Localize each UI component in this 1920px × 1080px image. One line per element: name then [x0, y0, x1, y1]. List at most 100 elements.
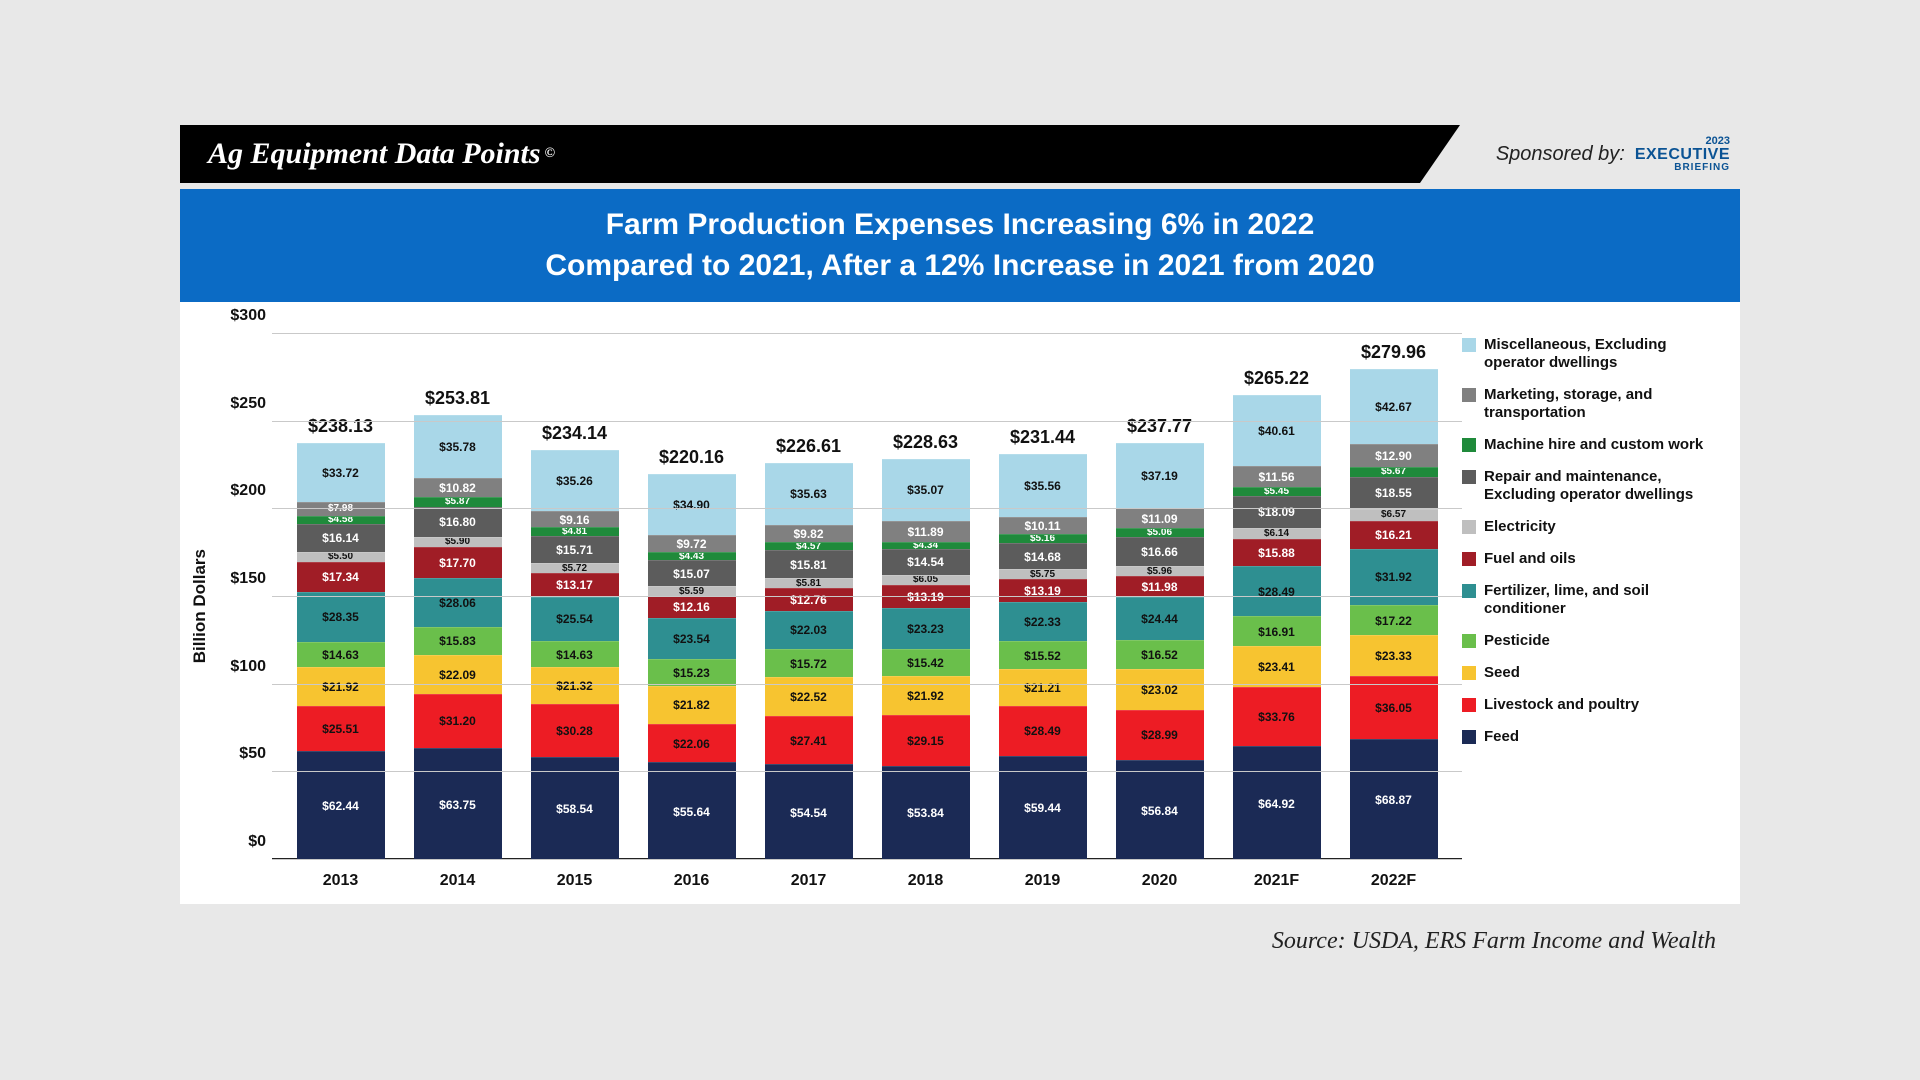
- segment-electric: $6.05: [882, 575, 970, 586]
- bar-column: $237.77$56.84$28.99$23.02$16.52$24.44$11…: [1116, 416, 1204, 860]
- legend-label: Fuel and oils: [1484, 550, 1576, 568]
- bar-total-label: $237.77: [1127, 416, 1192, 437]
- legend-label: Feed: [1484, 728, 1519, 746]
- segment-fuel: $17.70: [414, 547, 502, 578]
- segment-feed: $56.84: [1116, 760, 1204, 860]
- segment-seed: $21.82: [648, 686, 736, 724]
- plot-area: $238.13$62.44$25.51$21.92$14.63$28.35$17…: [272, 334, 1462, 860]
- segment-pesticide: $15.23: [648, 659, 736, 686]
- segment-repair: $16.80: [414, 507, 502, 536]
- segment-livestock: $28.49: [999, 706, 1087, 756]
- legend: Miscellaneous, Excluding operator dwelli…: [1462, 316, 1722, 896]
- segment-fertilizer: $28.06: [414, 578, 502, 627]
- segment-repair: $16.14: [297, 524, 385, 552]
- segment-seed: $21.92: [297, 667, 385, 705]
- segment-livestock: $25.51: [297, 706, 385, 751]
- segment-misc: $35.63: [765, 463, 853, 525]
- gridline: [272, 859, 1462, 860]
- bar-column: $226.61$54.54$27.41$22.52$15.72$22.03$12…: [765, 436, 853, 860]
- legend-label: Marketing, storage, and transportation: [1484, 386, 1722, 422]
- segment-feed: $53.84: [882, 766, 970, 860]
- segment-marketing: $11.09: [1116, 508, 1204, 527]
- segment-misc: $42.67: [1350, 369, 1438, 444]
- x-tick-label: 2021F: [1233, 872, 1321, 890]
- sponsor-block: Sponsored by: 2023 EXECUTIVE BRIEFING: [1420, 125, 1740, 183]
- plot: $238.13$62.44$25.51$21.92$14.63$28.35$17…: [212, 316, 1462, 896]
- bar-total-label: $234.14: [542, 423, 607, 444]
- legend-swatch: [1462, 634, 1476, 648]
- bar-column: $231.44$59.44$28.49$21.21$15.52$22.33$13…: [999, 427, 1087, 860]
- bar-column: $228.63$53.84$29.15$21.92$15.42$23.23$13…: [882, 432, 970, 860]
- segment-marketing: $9.82: [765, 525, 853, 542]
- chart-title-banner: Farm Production Expenses Increasing 6% i…: [180, 189, 1740, 302]
- segment-marketing: $12.90: [1350, 444, 1438, 467]
- segment-marketing: $11.56: [1233, 466, 1321, 486]
- gridline: [272, 333, 1462, 334]
- chart-frame: Ag Equipment Data Points © Sponsored by:…: [180, 125, 1740, 955]
- segment-livestock: $33.76: [1233, 687, 1321, 746]
- x-tick-label: 2020: [1116, 872, 1204, 890]
- segment-fuel: $13.17: [531, 573, 619, 596]
- bar-total-label: $231.44: [1010, 427, 1075, 448]
- legend-item-electric: Electricity: [1462, 518, 1722, 536]
- segment-feed: $68.87: [1350, 739, 1438, 860]
- segment-machine: $5.45: [1233, 487, 1321, 497]
- header-bar: Ag Equipment Data Points © Sponsored by:…: [180, 125, 1740, 183]
- bar-total-label: $253.81: [425, 388, 490, 409]
- bar-column: $234.14$58.54$30.28$21.32$14.63$25.54$13…: [531, 423, 619, 860]
- segment-marketing: $9.72: [648, 535, 736, 552]
- segment-fuel: $17.34: [297, 562, 385, 592]
- segment-livestock: $30.28: [531, 704, 619, 757]
- segment-fertilizer: $23.23: [882, 608, 970, 649]
- segment-repair: $18.55: [1350, 477, 1438, 510]
- segment-seed: $22.09: [414, 655, 502, 694]
- legend-item-fuel: Fuel and oils: [1462, 550, 1722, 568]
- segment-fuel: $15.88: [1233, 539, 1321, 567]
- legend-item-misc: Miscellaneous, Excluding operator dwelli…: [1462, 336, 1722, 372]
- segment-feed: $58.54: [531, 757, 619, 860]
- segment-pesticide: $15.42: [882, 649, 970, 676]
- x-tick-label: 2015: [531, 872, 619, 890]
- sponsor-line1: EXECUTIVE: [1635, 147, 1730, 163]
- segment-fuel: $16.21: [1350, 521, 1438, 549]
- y-tick-label: $100: [214, 658, 266, 676]
- y-tick-label: $200: [214, 482, 266, 500]
- segment-pesticide: $16.91: [1233, 616, 1321, 646]
- segment-pesticide: $17.22: [1350, 605, 1438, 635]
- segment-machine: $4.34: [882, 542, 970, 550]
- segment-electric: $5.96: [1116, 566, 1204, 576]
- legend-item-fertilizer: Fertilizer, lime, and soil conditioner: [1462, 582, 1722, 618]
- bar-stack: $62.44$25.51$21.92$14.63$28.35$17.34$5.5…: [297, 443, 385, 860]
- legend-swatch: [1462, 666, 1476, 680]
- source-note: Source: USDA, ERS Farm Income and Wealth: [180, 904, 1740, 955]
- bar-stack: $64.92$33.76$23.41$16.91$28.49$15.88$6.1…: [1233, 395, 1321, 860]
- segment-repair: $15.07: [648, 560, 736, 586]
- segment-repair: $18.09: [1233, 496, 1321, 528]
- legend-label: Pesticide: [1484, 632, 1550, 650]
- y-tick-label: $150: [214, 570, 266, 588]
- segment-livestock: $29.15: [882, 715, 970, 766]
- sponsor-logo: 2023 EXECUTIVE BRIEFING: [1635, 136, 1730, 173]
- segment-marketing: $11.89: [882, 521, 970, 542]
- sponsor-year: 2023: [1706, 136, 1730, 147]
- y-tick-label: $250: [214, 395, 266, 413]
- legend-item-feed: Feed: [1462, 728, 1722, 746]
- x-tick-label: 2014: [414, 872, 502, 890]
- bar-stack: $68.87$36.05$23.33$17.22$31.92$16.21$6.5…: [1350, 369, 1438, 860]
- bar-stack: $55.64$22.06$21.82$15.23$23.54$12.16$5.5…: [648, 474, 736, 860]
- segment-pesticide: $15.52: [999, 641, 1087, 668]
- segment-seed: $23.02: [1116, 669, 1204, 709]
- legend-label: Livestock and poultry: [1484, 696, 1639, 714]
- legend-label: Seed: [1484, 664, 1520, 682]
- y-tick-label: $300: [214, 307, 266, 325]
- legend-item-marketing: Marketing, storage, and transportation: [1462, 386, 1722, 422]
- segment-misc: $35.26: [531, 450, 619, 512]
- sponsor-label: Sponsored by:: [1496, 143, 1625, 166]
- chart-wrap: Billion Dollars $238.13$62.44$25.51$21.9…: [180, 302, 1740, 904]
- segment-pesticide: $16.52: [1116, 640, 1204, 669]
- y-tick-label: $50: [214, 745, 266, 763]
- copyright-mark: ©: [545, 146, 555, 162]
- segment-electric: $6.57: [1350, 509, 1438, 521]
- gridline: [272, 508, 1462, 509]
- bar-total-label: $226.61: [776, 436, 841, 457]
